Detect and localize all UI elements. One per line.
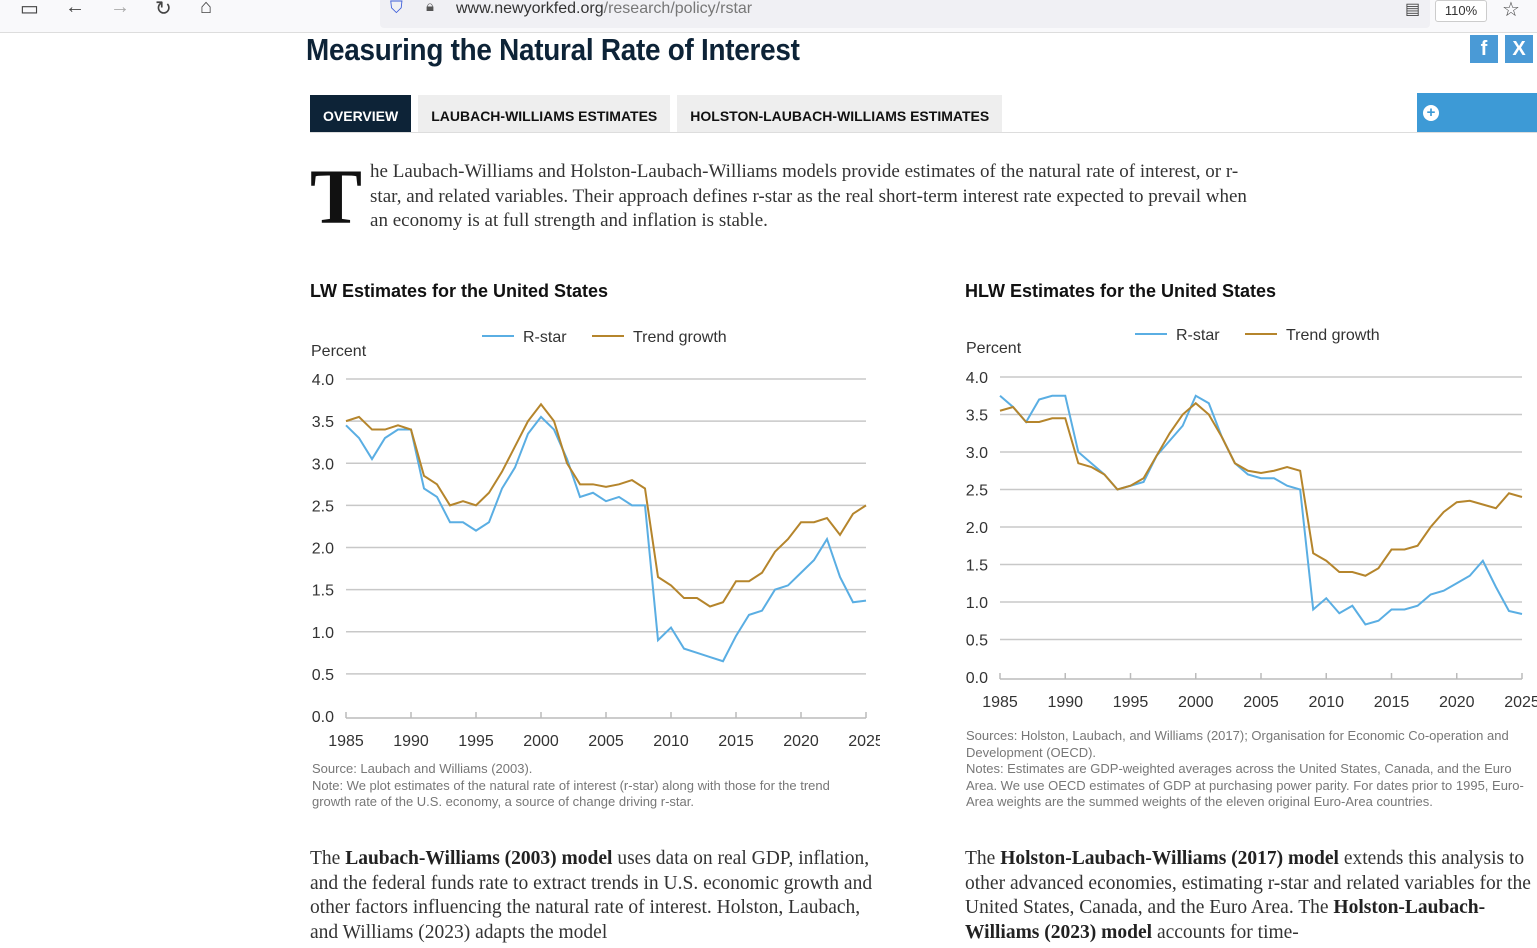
home-icon[interactable]: ⌂ bbox=[200, 0, 213, 18]
browser-toolbar: ▭ ← → ↻ ⌂ ⛉ 🔒︎ www.newyorkfed.org/resear… bbox=[0, 0, 1537, 33]
y-axis-label: Percent bbox=[966, 340, 1022, 357]
downloads-button[interactable]: + DOWNLOADS bbox=[1417, 93, 1537, 160]
text: The bbox=[310, 848, 346, 869]
y-tick-label: 2.5 bbox=[312, 498, 334, 515]
y-tick-label: 1.0 bbox=[312, 625, 334, 642]
x-share-button[interactable]: X bbox=[1505, 35, 1533, 63]
x-tick-label: 2020 bbox=[1439, 694, 1475, 711]
x-tick-label: 1985 bbox=[328, 733, 364, 750]
x-tick-label: 2000 bbox=[1178, 694, 1214, 711]
y-tick-label: 3.0 bbox=[966, 445, 988, 462]
tab-bar: OVERVIEW LAUBACH-WILLIAMS ESTIMATES HOLS… bbox=[310, 95, 1003, 132]
forward-icon[interactable]: → bbox=[110, 0, 130, 18]
y-tick-label: 2.0 bbox=[312, 541, 334, 558]
lw-description: The Laubach-Williams (2003) model uses d… bbox=[310, 847, 880, 945]
page-title: Measuring the Natural Rate of Interest bbox=[306, 32, 800, 67]
zoom-level[interactable]: 110% bbox=[1435, 0, 1487, 22]
tab-lw-estimates[interactable]: LAUBACH-WILLIAMS ESTIMATES bbox=[418, 95, 671, 132]
legend-label: Trend growth bbox=[1286, 327, 1380, 344]
hlw-2023-model-link[interactable]: Holston-Laubach-Williams (2023) model bbox=[965, 897, 1486, 943]
x-tick-label: 2015 bbox=[1374, 694, 1410, 711]
y-tick-label: 4.0 bbox=[966, 370, 988, 387]
hlw-note: Notes: Estimates are GDP-weighted averag… bbox=[966, 761, 1524, 809]
sidebar-icon[interactable]: ▭ bbox=[20, 0, 39, 20]
hlw-2017-model-link[interactable]: Holston-Laubach-Williams (2017) model bbox=[1000, 848, 1339, 869]
x-tick-label: 2005 bbox=[588, 733, 624, 750]
tab-hlw-estimates[interactable]: HOLSTON-LAUBACH-WILLIAMS ESTIMATES bbox=[677, 95, 1003, 132]
bookmark-star-icon[interactable]: ☆ bbox=[1502, 0, 1520, 21]
y-tick-label: 3.5 bbox=[966, 408, 988, 425]
text: uses data on real GDP, inflation, and th… bbox=[310, 848, 873, 943]
y-tick-label: 2.0 bbox=[966, 520, 988, 537]
reader-view-icon[interactable]: ▤ bbox=[1405, 1, 1421, 18]
legend-label: Trend growth bbox=[633, 329, 727, 346]
x-tick-label: 1995 bbox=[1113, 694, 1149, 711]
tab-overview[interactable]: OVERVIEW bbox=[310, 95, 412, 132]
x-tick-label: 2005 bbox=[1243, 694, 1279, 711]
x-tick-label: 2015 bbox=[718, 733, 754, 750]
text: accounts for time- bbox=[1152, 921, 1299, 943]
shield-icon[interactable]: ⛉ bbox=[390, 0, 403, 17]
back-icon[interactable]: ← bbox=[65, 0, 85, 18]
lw-chart: Percent 0.0 0.5 1.0 1.5 2.0 2.5 3.0 3.5 4.0 1985 19… bbox=[311, 329, 880, 750]
series-line-trend-growth bbox=[999, 401, 1523, 577]
url-domain: www.newyorkfed.org bbox=[456, 0, 604, 17]
reload-icon[interactable]: ↻ bbox=[155, 0, 172, 20]
tab-divider bbox=[310, 132, 1537, 133]
x-tick-label: 2000 bbox=[523, 733, 559, 750]
legend-label: R-star bbox=[1176, 327, 1220, 344]
lw-model-link[interactable]: Laubach-Williams (2003) model bbox=[345, 848, 613, 869]
x-tick-label: 1985 bbox=[982, 694, 1018, 711]
y-tick-label: 0.0 bbox=[966, 670, 988, 687]
y-tick-label: 2.5 bbox=[966, 483, 988, 500]
y-tick-label: 3.5 bbox=[312, 414, 334, 431]
legend-label: R-star bbox=[523, 329, 567, 346]
downloads-label: DOWNLOADS bbox=[1423, 143, 1528, 160]
lock-icon[interactable]: 🔒︎ bbox=[426, 0, 434, 15]
text: extends this analysis to other advanced … bbox=[965, 848, 1531, 918]
facebook-share-button[interactable]: f bbox=[1470, 35, 1498, 63]
y-axis-label: Percent bbox=[311, 343, 367, 360]
x-icon: X bbox=[1512, 38, 1526, 60]
y-tick-label: 0.5 bbox=[966, 633, 988, 650]
y-tick-label: 0.5 bbox=[312, 667, 334, 684]
facebook-icon: f bbox=[1480, 38, 1488, 60]
plus-circle-icon: + bbox=[1423, 105, 1439, 121]
address-bar[interactable]: ⛉ 🔒︎ www.newyorkfed.org/research/policy/… bbox=[380, 0, 1430, 28]
series-line-trend-growth bbox=[345, 402, 867, 608]
url-text[interactable]: www.newyorkfed.org/research/policy/rstar bbox=[456, 0, 752, 18]
y-tick-label: 3.0 bbox=[312, 456, 334, 473]
text: The bbox=[965, 848, 1001, 869]
x-tick-label: 2010 bbox=[653, 733, 689, 750]
lw-source-note: Source: Laubach and Williams (2003). Note… bbox=[312, 761, 872, 811]
series-line-r-star bbox=[999, 394, 1523, 626]
y-tick-label: 0.0 bbox=[312, 709, 334, 726]
x-tick-label: 1995 bbox=[458, 733, 494, 750]
hlw-description: The Holston-Laubach-Williams (2017) mode… bbox=[965, 847, 1535, 945]
x-tick-label: 1990 bbox=[1047, 694, 1083, 711]
y-tick-label: 1.0 bbox=[966, 595, 988, 612]
lw-source: Source: Laubach and Williams (2003). bbox=[312, 761, 533, 776]
lw-chart-title: LW Estimates for the United States bbox=[310, 281, 609, 301]
x-tick-label: 1990 bbox=[393, 733, 429, 750]
y-tick-label: 1.5 bbox=[966, 558, 988, 575]
hlw-source-note: Sources: Holston, Laubach, and Williams … bbox=[966, 728, 1537, 811]
intro-text: he Laubach-Williams and Holston-Laubach-… bbox=[370, 161, 1247, 231]
y-tick-label: 1.5 bbox=[312, 583, 334, 600]
hlw-chart-title: HLW Estimates for the United States bbox=[965, 281, 1277, 301]
lw-note: Note: We plot estimates of the natural r… bbox=[312, 777, 830, 810]
url-path: /research/policy/rstar bbox=[603, 0, 753, 17]
x-tick-label: 2020 bbox=[783, 733, 819, 750]
drop-cap: T bbox=[310, 153, 363, 240]
x-tick-label: 2025 bbox=[1504, 694, 1537, 711]
y-tick-label: 4.0 bbox=[312, 372, 334, 389]
x-tick-label: 2010 bbox=[1308, 694, 1344, 711]
hlw-source: Sources: Holston, Laubach, and Williams … bbox=[966, 728, 1509, 760]
x-tick-label: 2025 bbox=[848, 733, 880, 750]
hlw-chart: Percent 0.0 0.5 1.0 1.5 2.0 2.5 3.0 3.5 4.0 1985 19… bbox=[966, 327, 1537, 711]
series-line-r-star bbox=[345, 415, 867, 663]
